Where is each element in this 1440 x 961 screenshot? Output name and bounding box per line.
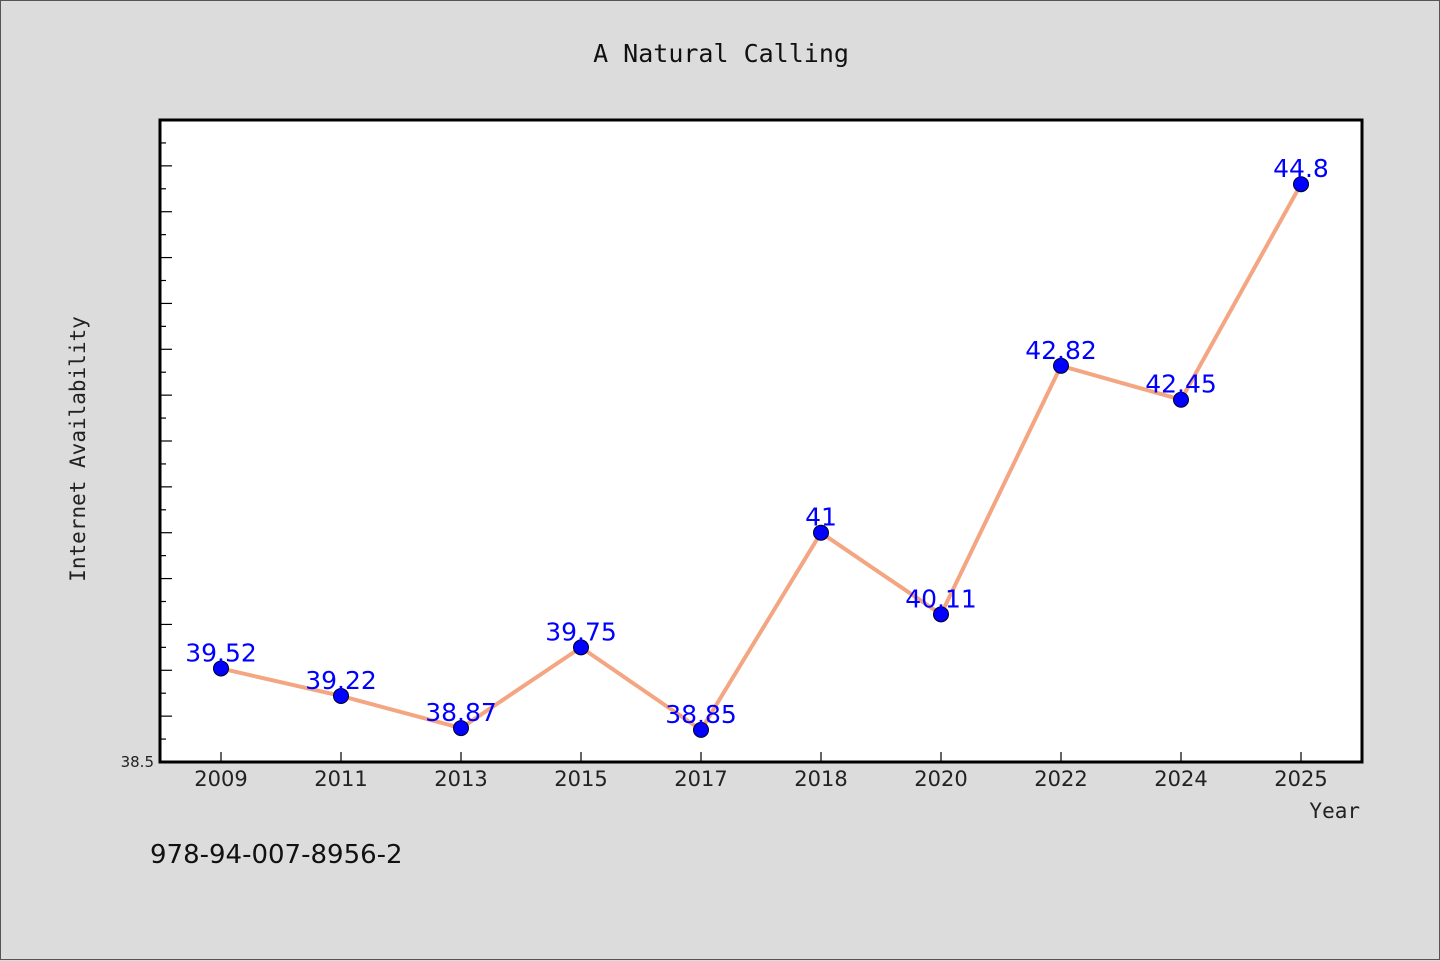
data-point <box>933 606 949 623</box>
x-tick-label: 2024 <box>1154 767 1207 791</box>
data-label: 42.82 <box>1025 336 1097 365</box>
x-tick-label: 2015 <box>554 767 607 791</box>
data-point <box>333 687 349 704</box>
data-label: 39.22 <box>305 666 377 695</box>
x-axis-label: Year <box>1309 799 1360 823</box>
data-point <box>213 660 229 677</box>
data-point <box>1173 391 1189 408</box>
x-tick-label: 2009 <box>194 767 247 791</box>
x-tick-label: 2013 <box>434 767 487 791</box>
plot-area <box>158 118 1364 764</box>
data-label: 41 <box>805 503 837 532</box>
y-axis-label: Internet Availability <box>66 316 90 582</box>
x-tick-label: 2011 <box>314 767 367 791</box>
chart-title: A Natural Calling <box>593 39 849 68</box>
data-label: 39.75 <box>545 617 617 646</box>
data-point <box>573 639 589 656</box>
data-label: 42.45 <box>1145 370 1217 399</box>
x-axis-ticks: 2009 2011 2013 2015 2017 2018 2020 2022 2024 2025 <box>194 752 1328 791</box>
data-point <box>1293 176 1309 193</box>
data-point <box>813 524 829 541</box>
data-label: 39.52 <box>185 638 257 667</box>
data-label: 40.11 <box>905 584 977 613</box>
data-point <box>1053 357 1069 374</box>
data-label: 38.85 <box>665 700 737 729</box>
data-label: 44.8 <box>1273 154 1329 183</box>
x-tick-label: 2022 <box>1034 767 1087 791</box>
data-point <box>693 721 709 738</box>
x-tick-label: 2020 <box>914 767 967 791</box>
isbn-footer: 978-94-007-8956-2 <box>150 840 403 870</box>
x-tick-label: 2017 <box>674 767 727 791</box>
data-point <box>453 720 469 737</box>
series-line <box>220 183 1303 732</box>
x-tick-label: 2018 <box>794 767 847 791</box>
series-group: 39.52 39.22 38.87 39.75 38.85 41 40.11 42.82 42.… <box>185 154 1329 738</box>
data-label: 38.87 <box>425 698 497 727</box>
x-tick-label: 2025 <box>1274 767 1327 791</box>
y-tick-label: 38.5 <box>121 753 154 771</box>
y-axis-ticks: 38.5 <box>121 142 172 771</box>
